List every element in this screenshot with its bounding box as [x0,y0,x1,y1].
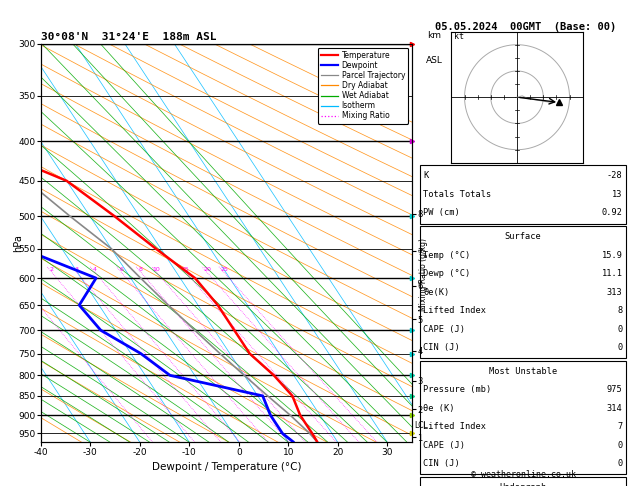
Text: kt: kt [454,33,464,41]
Text: km: km [427,31,442,40]
Text: 0.92: 0.92 [602,208,623,217]
Text: K: K [423,172,428,180]
Text: 25: 25 [220,267,228,273]
Text: 0: 0 [618,459,623,468]
Text: θe(K): θe(K) [423,288,450,296]
Text: hPa: hPa [14,234,24,252]
Text: Lifted Index: Lifted Index [423,422,486,431]
Text: -28: -28 [607,172,623,180]
Text: PW (cm): PW (cm) [423,208,460,217]
Text: 313: 313 [607,288,623,296]
Text: Pressure (mb): Pressure (mb) [423,385,492,394]
Text: ASL: ASL [426,56,443,65]
Text: 0: 0 [618,441,623,450]
Text: 15: 15 [182,267,189,273]
Text: Lifted Index: Lifted Index [423,306,486,315]
Text: 15.9: 15.9 [602,251,623,260]
Text: Temp (°C): Temp (°C) [423,251,470,260]
Text: Most Unstable: Most Unstable [489,367,557,376]
Text: CIN (J): CIN (J) [423,459,460,468]
Text: 13: 13 [612,190,623,199]
Text: 4: 4 [93,267,97,273]
Text: © weatheronline.co.uk: © weatheronline.co.uk [470,469,576,479]
Text: 11.1: 11.1 [602,269,623,278]
Text: 7: 7 [618,422,623,431]
Text: 30°08'N  31°24'E  188m ASL: 30°08'N 31°24'E 188m ASL [41,32,216,42]
Text: 3: 3 [75,267,79,273]
Text: LCL: LCL [415,421,428,430]
Text: 8: 8 [618,306,623,315]
Text: 10: 10 [153,267,160,273]
Text: 0: 0 [618,325,623,333]
Text: 2: 2 [50,267,54,273]
Text: Hodograph: Hodograph [499,483,547,486]
X-axis label: Dewpoint / Temperature (°C): Dewpoint / Temperature (°C) [152,462,301,472]
Text: 314: 314 [607,404,623,413]
Text: Dewp (°C): Dewp (°C) [423,269,470,278]
Text: 0: 0 [618,343,623,352]
Text: 6: 6 [120,267,123,273]
Text: Surface: Surface [504,232,542,241]
Text: CAPE (J): CAPE (J) [423,441,465,450]
Text: Mixing Ratio (g/kg): Mixing Ratio (g/kg) [420,238,428,312]
Text: 975: 975 [607,385,623,394]
Text: 05.05.2024  00GMT  (Base: 00): 05.05.2024 00GMT (Base: 00) [435,22,616,32]
Text: CAPE (J): CAPE (J) [423,325,465,333]
Legend: Temperature, Dewpoint, Parcel Trajectory, Dry Adiabat, Wet Adiabat, Isotherm, Mi: Temperature, Dewpoint, Parcel Trajectory… [318,48,408,123]
Text: CIN (J): CIN (J) [423,343,460,352]
Text: θe (K): θe (K) [423,404,455,413]
Text: Totals Totals: Totals Totals [423,190,492,199]
Text: 20: 20 [203,267,211,273]
Text: 8: 8 [139,267,143,273]
